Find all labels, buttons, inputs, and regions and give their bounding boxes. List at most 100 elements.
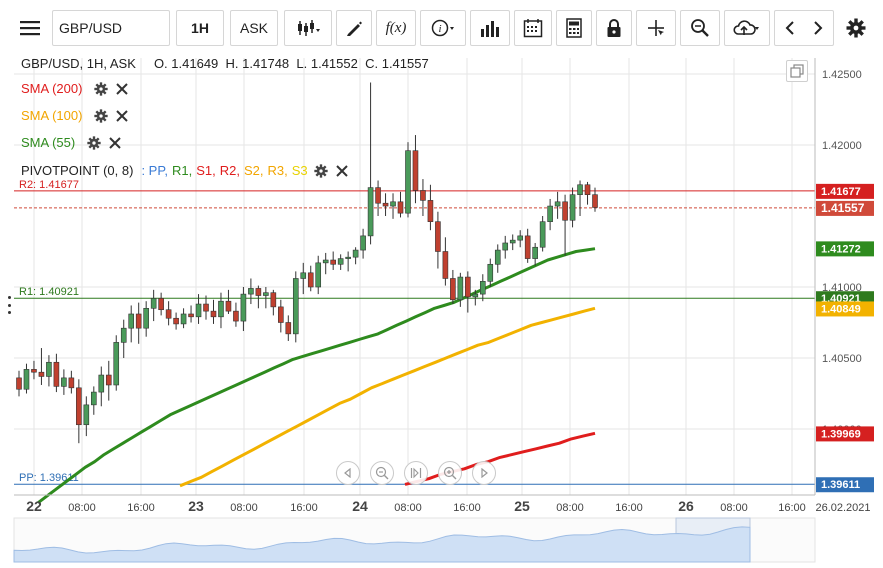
x-tick-label: 24 [352, 498, 368, 514]
svg-text:i: i [438, 23, 441, 35]
chart-area[interactable]: R2: 1.41677 R1: 1.40921 PP: 1.39611 1.4250… [0, 58, 883, 568]
expand-icon[interactable] [786, 60, 808, 82]
candle [450, 269, 456, 305]
symbol-search-input[interactable]: GBP/USD [52, 10, 170, 46]
calculator-icon[interactable] [556, 10, 592, 46]
settings-gear-icon[interactable] [838, 10, 874, 46]
candle-body [218, 300, 224, 318]
candle-body [300, 272, 307, 279]
r1-level-label: R1: 1.40921 [19, 286, 79, 298]
zoom-out-icon[interactable] [370, 461, 394, 485]
candle-body [554, 201, 561, 207]
zoom-in-icon[interactable] [438, 461, 462, 485]
price-chart[interactable]: R2: 1.41677 R1: 1.40921 PP: 1.39611 1.4250… [0, 58, 883, 568]
candle [562, 194, 568, 256]
candle [150, 289, 157, 322]
y-tick-label: 1.42000 [822, 140, 862, 152]
close-icon[interactable] [116, 109, 129, 122]
candle [38, 348, 45, 385]
price-type-button[interactable]: ASK [230, 10, 278, 46]
open-label: O. [153, 56, 168, 71]
x-tick-label: 08:00 [230, 502, 258, 514]
close-icon[interactable] [109, 136, 121, 149]
candle [442, 237, 449, 286]
drag-handle-icon[interactable] [8, 296, 12, 314]
lock-icon[interactable] [596, 10, 632, 46]
candle [337, 254, 344, 270]
candle-body [173, 317, 179, 325]
candle [465, 271, 471, 313]
candle [120, 319, 127, 358]
draw-pen-icon[interactable] [336, 10, 372, 46]
candle [143, 301, 149, 337]
candle [367, 82, 374, 245]
candle [584, 181, 591, 205]
candle-body [569, 194, 576, 221]
crosshair-icon[interactable] [636, 10, 676, 46]
candle-body [509, 239, 516, 244]
menu-icon[interactable] [12, 10, 48, 46]
candle-body [532, 246, 538, 259]
candle-body [188, 313, 194, 318]
candle [263, 287, 269, 309]
candle [105, 360, 112, 401]
close-icon[interactable] [335, 164, 348, 177]
zoom-icon[interactable] [680, 10, 720, 46]
candle-body [360, 235, 366, 251]
candle-body [91, 391, 97, 406]
candle-body [375, 187, 381, 204]
candle [285, 315, 292, 341]
cloud-upload-icon[interactable] [724, 10, 770, 46]
candle [135, 302, 142, 344]
timeframe-button[interactable]: 1H [176, 10, 224, 46]
candle [113, 335, 120, 391]
pivot-part-s2: S2, [243, 163, 264, 178]
arrow-right-icon[interactable] [804, 20, 832, 36]
candle [405, 142, 411, 218]
navigator[interactable] [13, 517, 816, 563]
price-tag-bg [816, 477, 874, 493]
candle [307, 265, 314, 292]
candle-body [61, 377, 67, 387]
candle-body [195, 303, 202, 318]
candle-body [180, 313, 187, 325]
function-icon[interactable]: f(x) [376, 10, 416, 46]
candle [479, 274, 486, 302]
close-icon[interactable] [116, 82, 129, 95]
gear-icon[interactable] [94, 81, 109, 96]
candle-body [135, 313, 142, 329]
gear-icon[interactable] [94, 108, 109, 123]
gear-icon[interactable] [87, 135, 101, 150]
candle-body [158, 298, 164, 311]
candle-body [285, 322, 292, 335]
next-icon[interactable] [472, 461, 496, 485]
sma-100-line [179, 306, 596, 488]
candle [165, 301, 172, 326]
price-tag-bg [816, 183, 874, 199]
x-tick-label: 08:00 [68, 502, 96, 514]
candle [158, 292, 164, 316]
candle-body [337, 258, 344, 265]
prev-icon[interactable] [336, 461, 360, 485]
candle-body [270, 292, 277, 308]
calendar-icon[interactable] [514, 10, 552, 46]
price-tag: 1.39611 [816, 477, 874, 493]
sma-200-label: SMA (200) [21, 81, 83, 96]
candle-body [562, 201, 568, 221]
volume-bars-icon[interactable] [470, 10, 510, 46]
candle-body [150, 298, 157, 309]
candle [203, 295, 209, 320]
fit-icon[interactable] [404, 461, 428, 485]
candle [435, 211, 441, 269]
candle-body [278, 306, 284, 323]
candle [292, 271, 299, 343]
candle-body [83, 404, 90, 426]
candle-body [345, 256, 351, 259]
candle-body [450, 278, 456, 301]
arrow-left-icon[interactable] [776, 20, 804, 36]
candle [517, 230, 523, 248]
gear-icon[interactable] [313, 163, 328, 178]
info-icon[interactable]: i [420, 10, 466, 46]
low-label: L. [296, 56, 308, 71]
candlestick-type-icon[interactable] [284, 10, 332, 46]
